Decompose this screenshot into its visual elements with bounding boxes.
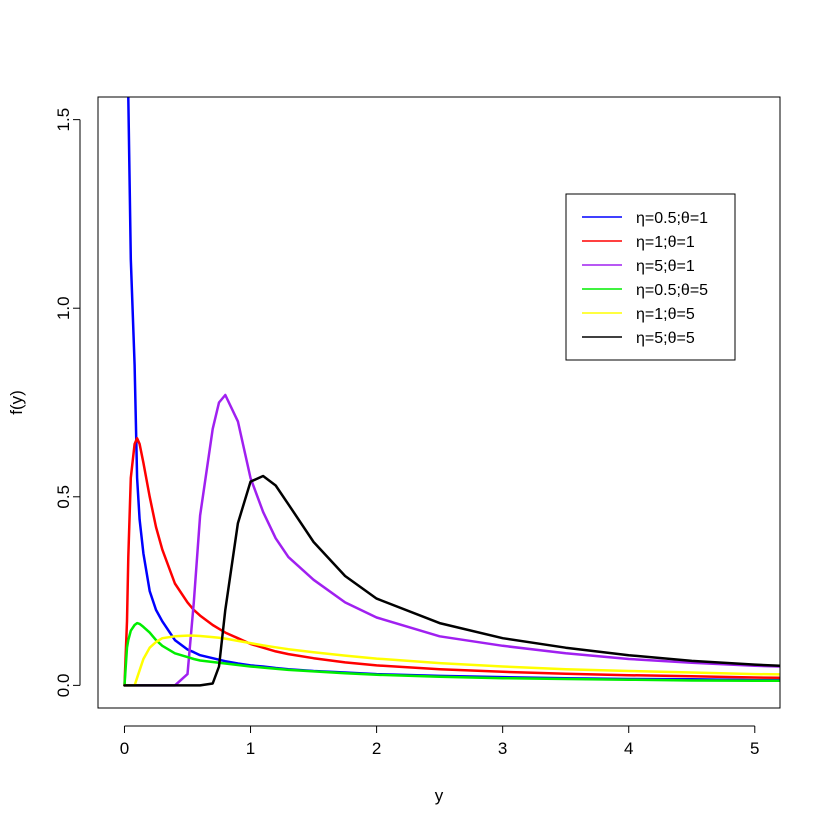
plot-frame xyxy=(97,96,781,709)
legend-label: η=1;θ=5 xyxy=(636,306,695,323)
x-tick-label: 2 xyxy=(372,739,381,758)
legend-label: η=0.5;θ=5 xyxy=(636,282,708,299)
legend-item: η=0.5;θ=5 xyxy=(582,282,708,299)
series-line-2 xyxy=(123,437,780,687)
legend-item: η=5;θ=5 xyxy=(582,330,695,347)
x-tick-label: 0 xyxy=(120,739,129,758)
y-tick-label: 0.5 xyxy=(54,485,73,509)
legend-item: η=1;θ=1 xyxy=(582,234,695,251)
legend-label: η=0.5;θ=1 xyxy=(636,210,708,227)
legend-box xyxy=(565,193,736,361)
series-line-6 xyxy=(123,474,780,687)
legend-item: η=0.5;θ=1 xyxy=(582,210,708,227)
legend-item: η=1;θ=5 xyxy=(582,306,695,323)
x-tick-label: 5 xyxy=(750,739,759,758)
x-tick-label: 3 xyxy=(498,739,507,758)
series-line-5 xyxy=(123,634,780,687)
legend-label: η=5;θ=1 xyxy=(636,258,695,275)
y-tick-label: 1.5 xyxy=(54,108,73,132)
y-tick-label: 0.0 xyxy=(54,674,73,698)
x-tick-label: 1 xyxy=(246,739,255,758)
series-line-1 xyxy=(127,97,780,682)
y-tick-label: 1.0 xyxy=(54,296,73,320)
legend-label: η=5;θ=5 xyxy=(636,330,695,347)
axis-layer: 0 1 2 3 4 5 0.0 0.5 1.0 1.5 xyxy=(54,108,760,758)
y-axis-label: f(y) xyxy=(7,390,26,415)
legend-label: η=1;θ=1 xyxy=(636,234,695,251)
x-axis-label: y xyxy=(435,786,444,805)
x-tick-label: 4 xyxy=(624,739,633,758)
legend: η=0.5;θ=1 η=1;θ=1 η=5;θ=1 η=0.5;θ=5 η=1;θ=5 η… xyxy=(565,193,736,361)
legend-item: η=5;θ=1 xyxy=(582,258,695,275)
series-layer xyxy=(123,97,780,687)
